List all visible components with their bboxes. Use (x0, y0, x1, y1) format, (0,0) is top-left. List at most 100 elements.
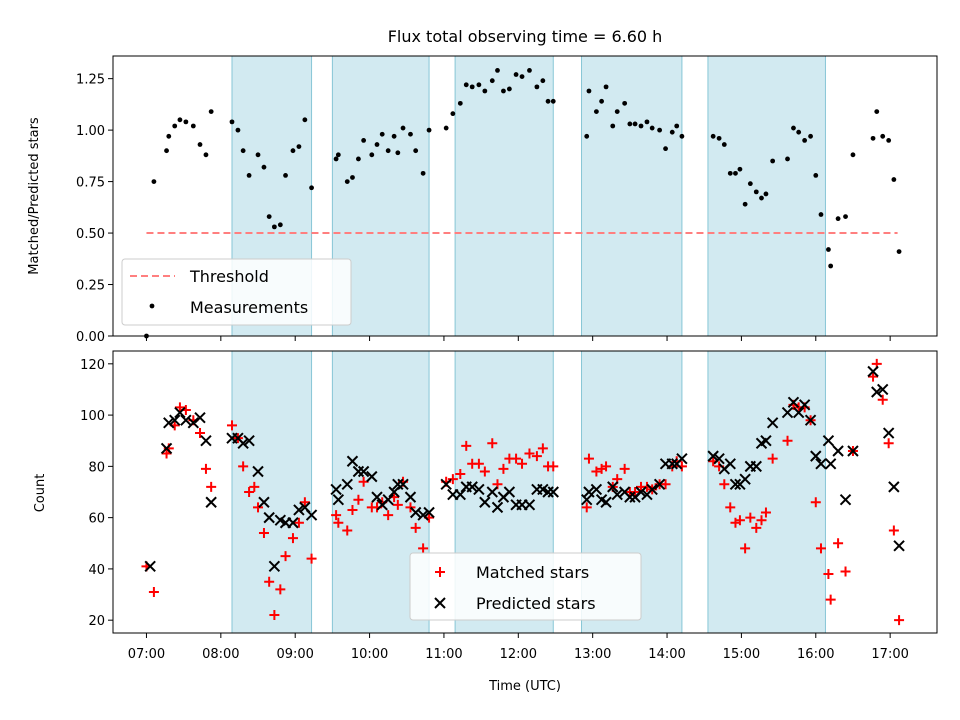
measurement-point (828, 263, 834, 269)
predicted-star-point (810, 450, 822, 462)
matched-star-point (740, 543, 751, 554)
predicted-star-point (163, 417, 175, 429)
y-tick-label: 80 (88, 460, 105, 475)
measurement-point (482, 88, 488, 94)
measurement-point (721, 142, 727, 147)
predicted-star-point (787, 396, 800, 408)
measurement-point (183, 119, 189, 125)
top-y-ticks: 0.00 0.25 0.50 0.75 1.00 1.25 (76, 73, 113, 345)
bottom-plot-frame (112, 350, 938, 634)
predicted-star-point (867, 365, 879, 378)
matched-star-point (745, 512, 756, 523)
measurement-point (246, 173, 252, 178)
top-panel: 0.00 0.25 0.50 0.75 1.00 1.25 Flux total obse… (27, 27, 938, 345)
measurement-point (277, 222, 283, 228)
measurement-point (208, 109, 214, 114)
top-plot-frame (112, 55, 938, 337)
bottom-y-ticks: 20 40 60 80 100 120 (80, 358, 113, 629)
matched-star-point (195, 428, 206, 439)
measurement-point (669, 129, 675, 135)
measurement-point (791, 125, 796, 131)
predicted-stars-points (144, 365, 905, 573)
predicted-star-point (440, 478, 452, 491)
measurement-point (870, 135, 876, 141)
matched-star-point (161, 448, 172, 459)
measurement-point (164, 148, 169, 154)
predicted-star-point (366, 470, 378, 483)
matched-star-point (249, 481, 260, 492)
matched-star-point (537, 443, 548, 454)
predicted-star-point (888, 481, 900, 493)
measurement-point (203, 152, 209, 158)
y-tick-label: 60 (88, 512, 105, 527)
predicted-star-point (766, 417, 779, 429)
measurement-point (727, 170, 733, 176)
matched-star-point (206, 481, 217, 492)
measurement-point (197, 142, 203, 147)
predicted-star-point (624, 491, 636, 503)
matched-star-point (287, 533, 298, 544)
x-tick-label: 17:00 (871, 647, 908, 662)
predicted-star-point (882, 427, 895, 439)
matched-star-point (244, 487, 255, 497)
predicted-star-point (542, 486, 554, 498)
predicted-star-point (583, 486, 595, 498)
predicted-star-point (268, 560, 281, 573)
top-measurement-points (144, 68, 902, 339)
matched-star-point (517, 458, 528, 469)
predicted-star-point (729, 478, 742, 491)
measurement-point (266, 214, 272, 219)
predicted-star-point (194, 411, 206, 424)
predicted-star-point (263, 511, 275, 524)
predicted-star-point (479, 496, 491, 508)
bottom-x-ticks: 07:00 08:00 09:00 10:00 11:00 12:00 13:00 14:00… (128, 633, 909, 662)
measurement-point (420, 170, 426, 176)
predicted-star-point (646, 483, 658, 496)
measurement-point (632, 121, 638, 127)
measurement-point (344, 179, 350, 184)
measurement-point (850, 152, 856, 158)
matched-star-point (280, 551, 291, 562)
predicted-star-point (611, 488, 623, 501)
measurement-point (614, 109, 620, 114)
matched-star-point (392, 499, 403, 510)
matched-star-point (487, 438, 498, 449)
predicted-star-point (466, 481, 478, 493)
predicted-star-point (523, 499, 536, 511)
measurement-point (408, 131, 413, 137)
measurement-point (747, 181, 753, 187)
measurement-point (379, 131, 385, 137)
measurement-point (261, 164, 267, 170)
predicted-star-point (847, 445, 859, 457)
matched-star-point (531, 451, 542, 462)
measurement-point (519, 74, 525, 79)
predicted-star-point (397, 478, 409, 491)
matched-star-point (331, 510, 342, 521)
measurement-point (663, 146, 668, 152)
shaded-interval (231, 350, 313, 634)
matched-star-point (630, 487, 641, 497)
measurement-point (166, 133, 172, 139)
matched-star-point (479, 466, 490, 477)
measurement-point (622, 100, 628, 106)
measurement-point (369, 152, 375, 158)
predicted-star-point (635, 486, 647, 498)
predicted-star-point (252, 465, 264, 478)
predicted-star-point (187, 417, 200, 429)
predicted-star-point (792, 406, 805, 419)
predicted-star-point (258, 496, 270, 508)
matched-star-point (868, 371, 879, 382)
legend-matched-label: Matched stars (476, 563, 589, 582)
measurement-point (450, 111, 456, 117)
measurement-point (506, 86, 512, 92)
predicted-star-point (804, 414, 817, 426)
predicted-star-point (346, 455, 359, 467)
predicted-star-point (392, 478, 404, 491)
predicted-star-point (760, 435, 772, 447)
predicted-star-point (205, 496, 217, 508)
matched-star-point (583, 453, 594, 464)
predicted-star-point (287, 517, 299, 529)
predicted-star-point (341, 478, 353, 491)
measurement-point (599, 98, 604, 104)
